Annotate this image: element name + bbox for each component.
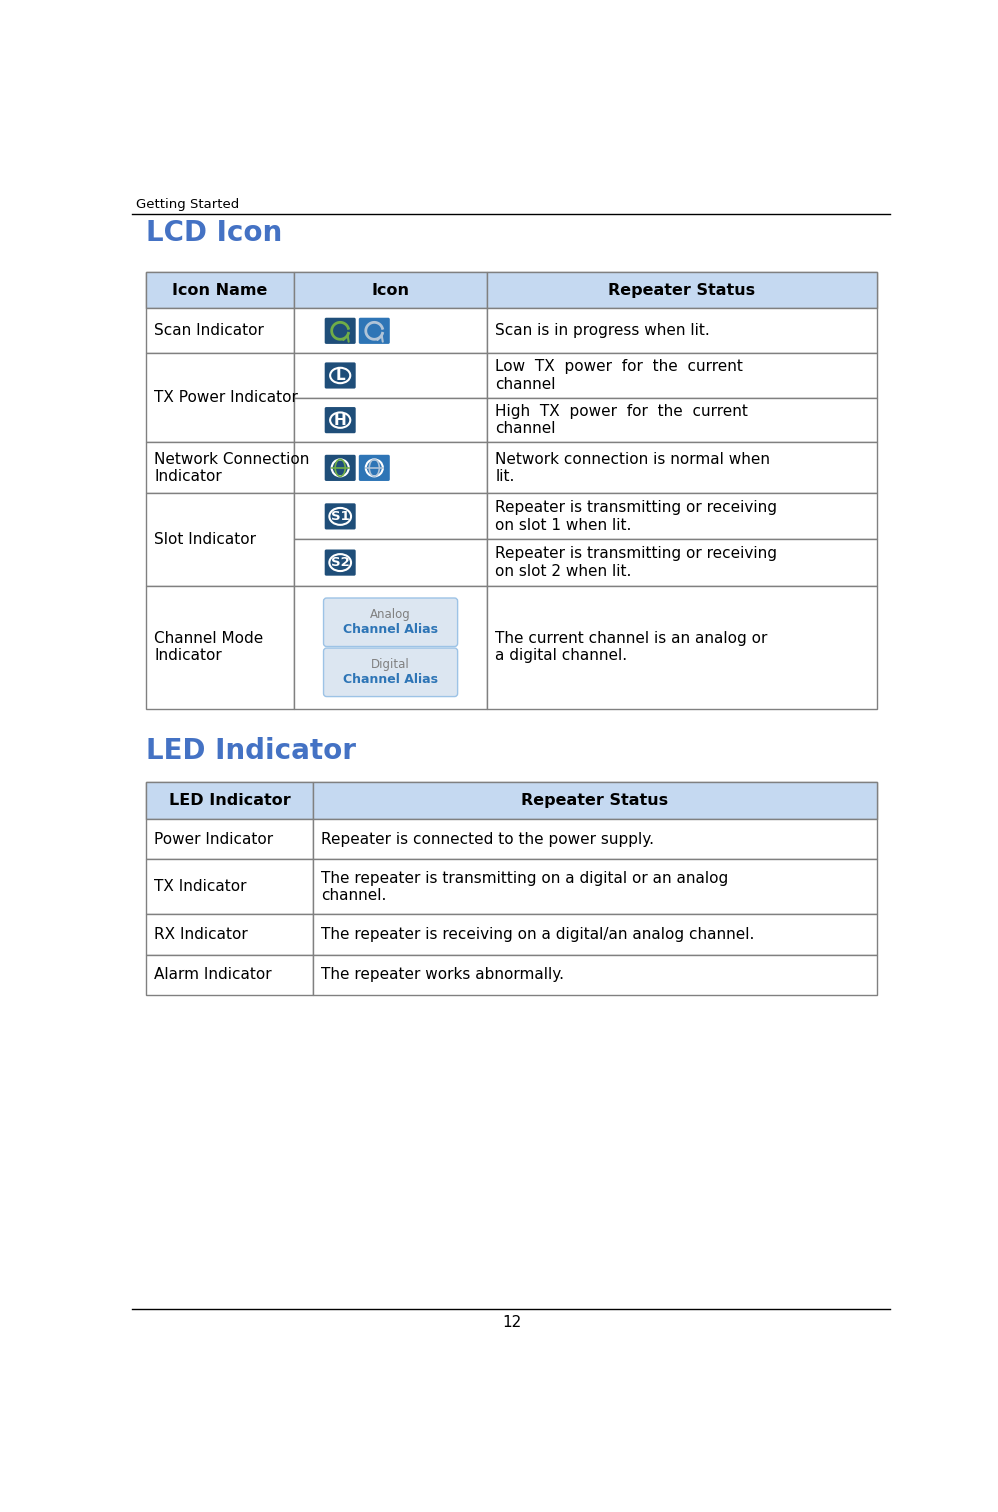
Text: TX Indicator: TX Indicator xyxy=(155,880,247,894)
Text: TX Power Indicator: TX Power Indicator xyxy=(155,390,298,405)
Bar xyxy=(147,272,876,308)
Bar xyxy=(293,540,487,585)
Text: Channel Mode
Indicator: Channel Mode Indicator xyxy=(155,631,263,664)
Bar xyxy=(147,585,293,709)
Bar xyxy=(293,398,487,443)
Text: LED Indicator: LED Indicator xyxy=(169,792,290,807)
FancyBboxPatch shape xyxy=(359,318,390,343)
Bar xyxy=(313,859,876,915)
FancyBboxPatch shape xyxy=(324,549,355,576)
Text: Repeater Status: Repeater Status xyxy=(521,792,669,807)
Bar xyxy=(487,398,876,443)
Bar xyxy=(487,493,876,540)
Bar xyxy=(147,443,293,493)
Bar xyxy=(293,443,487,493)
Bar xyxy=(487,272,876,308)
FancyBboxPatch shape xyxy=(324,407,355,434)
Text: Getting Started: Getting Started xyxy=(137,198,240,212)
Text: Icon: Icon xyxy=(371,283,409,298)
Text: Channel Alias: Channel Alias xyxy=(343,623,438,637)
Text: Repeater Status: Repeater Status xyxy=(609,283,755,298)
Text: L: L xyxy=(335,367,345,383)
FancyBboxPatch shape xyxy=(324,503,355,529)
Bar xyxy=(147,308,293,354)
Bar xyxy=(147,820,313,859)
Text: Power Indicator: Power Indicator xyxy=(155,832,273,847)
Bar xyxy=(147,272,293,308)
FancyBboxPatch shape xyxy=(324,363,355,389)
Text: Repeater is connected to the power supply.: Repeater is connected to the power suppl… xyxy=(320,832,654,847)
Text: High  TX  power  for  the  current
channel: High TX power for the current channel xyxy=(495,404,748,437)
Bar xyxy=(147,782,313,820)
Text: The repeater works abnormally.: The repeater works abnormally. xyxy=(320,968,564,981)
Bar xyxy=(487,308,876,354)
Text: RX Indicator: RX Indicator xyxy=(155,927,248,942)
Bar xyxy=(293,585,487,709)
Text: S1: S1 xyxy=(330,510,349,523)
Bar xyxy=(293,272,487,308)
Text: Scan is in progress when lit.: Scan is in progress when lit. xyxy=(495,324,710,339)
Bar xyxy=(487,443,876,493)
Text: The repeater is transmitting on a digital or an analog
channel.: The repeater is transmitting on a digita… xyxy=(320,871,729,903)
FancyBboxPatch shape xyxy=(359,455,390,481)
Text: H: H xyxy=(333,413,346,428)
FancyBboxPatch shape xyxy=(324,455,355,481)
Bar xyxy=(313,782,876,820)
Text: Scan Indicator: Scan Indicator xyxy=(155,324,264,339)
Text: Network connection is normal when
lit.: Network connection is normal when lit. xyxy=(495,452,770,484)
Text: Analog: Analog xyxy=(370,608,411,621)
Text: Repeater is transmitting or receiving
on slot 2 when lit.: Repeater is transmitting or receiving on… xyxy=(495,546,777,579)
FancyBboxPatch shape xyxy=(323,599,458,647)
FancyBboxPatch shape xyxy=(323,649,458,697)
Text: LED Indicator: LED Indicator xyxy=(147,738,356,765)
Bar xyxy=(147,782,876,820)
Text: Alarm Indicator: Alarm Indicator xyxy=(155,968,271,981)
Text: The current channel is an analog or
a digital channel.: The current channel is an analog or a di… xyxy=(495,631,767,664)
Bar xyxy=(147,954,313,995)
Bar xyxy=(293,354,487,398)
Bar xyxy=(487,585,876,709)
Bar xyxy=(313,954,876,995)
Text: Repeater is transmitting or receiving
on slot 1 when lit.: Repeater is transmitting or receiving on… xyxy=(495,500,777,532)
Bar xyxy=(487,354,876,398)
Text: The repeater is receiving on a digital/an analog channel.: The repeater is receiving on a digital/a… xyxy=(320,927,754,942)
Text: Low  TX  power  for  the  current
channel: Low TX power for the current channel xyxy=(495,360,744,392)
FancyBboxPatch shape xyxy=(324,318,355,343)
Bar xyxy=(147,493,293,585)
Bar xyxy=(313,915,876,954)
Text: 12: 12 xyxy=(502,1315,521,1331)
Bar xyxy=(147,915,313,954)
Bar xyxy=(487,540,876,585)
Bar xyxy=(313,820,876,859)
Bar xyxy=(293,308,487,354)
Text: Icon Name: Icon Name xyxy=(173,283,267,298)
Bar xyxy=(147,859,313,915)
Text: S2: S2 xyxy=(330,556,349,569)
Text: Channel Alias: Channel Alias xyxy=(343,673,438,686)
Text: Digital: Digital xyxy=(371,658,410,671)
Bar xyxy=(293,493,487,540)
Text: LCD Icon: LCD Icon xyxy=(147,219,282,246)
Bar xyxy=(147,354,293,443)
Text: Slot Indicator: Slot Indicator xyxy=(155,532,256,547)
Text: Network Connection
Indicator: Network Connection Indicator xyxy=(155,452,309,484)
